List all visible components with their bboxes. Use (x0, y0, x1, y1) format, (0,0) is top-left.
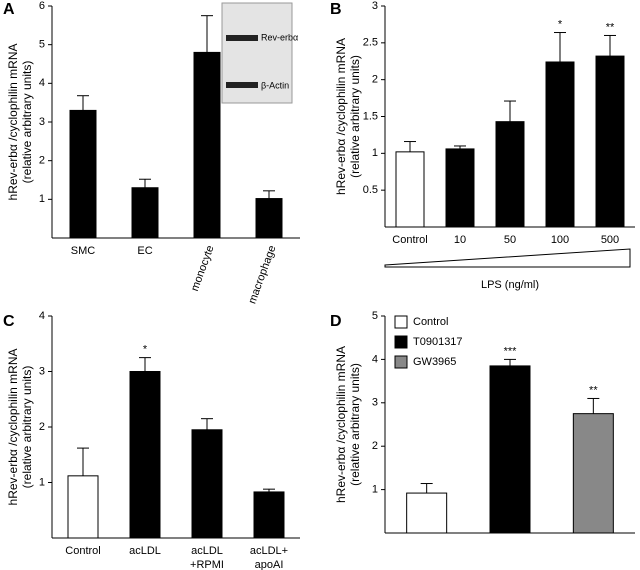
y-tick-label: 4 (39, 310, 45, 322)
y-axis-label: (relative arbitrary units) (20, 61, 34, 184)
y-tick-label: 4 (372, 353, 378, 365)
y-tick-label: 2 (372, 74, 378, 86)
x-tick-label: 500 (601, 234, 619, 246)
bar (131, 187, 159, 239)
bar (69, 109, 97, 239)
y-axis-label: (relative arbitrary units) (348, 55, 362, 178)
y-tick-label: 2 (39, 155, 45, 167)
x-tick-label: 100 (551, 234, 569, 246)
y-axis-label: hRev-erbα /cyclophilin mRNA (334, 38, 348, 195)
x-tick-label: 10 (454, 234, 466, 246)
x-tick-label: monocyte (189, 244, 217, 293)
y-tick-label: 1 (39, 476, 45, 488)
x-tick-label: +RPMI (190, 559, 224, 570)
bar (489, 365, 531, 534)
bar (67, 475, 99, 539)
legend-swatch (394, 355, 408, 369)
bar (495, 121, 525, 228)
significance-label: * (558, 18, 563, 30)
y-tick-label: 3 (39, 365, 45, 377)
significance-label: *** (504, 345, 518, 357)
blot-label: Rev-erbα (261, 32, 298, 42)
bar (595, 55, 625, 228)
significance-label: * (143, 344, 148, 356)
bar (572, 413, 614, 534)
x-tick-label: 50 (504, 234, 516, 246)
legend-label: GW3965 (413, 356, 456, 368)
bar (545, 61, 575, 228)
y-tick-label: 3 (372, 397, 378, 409)
y-tick-label: 1.5 (363, 110, 378, 122)
bar (191, 429, 223, 539)
y-tick-label: 1 (39, 193, 45, 205)
x-tick-label: acLDL (191, 545, 223, 557)
y-tick-label: 2.5 (363, 37, 378, 49)
x-tick-label: apoAI (255, 559, 284, 570)
legend-label: Control (413, 316, 448, 328)
panel-letter: B (330, 1, 342, 18)
concentration-wedge (384, 248, 631, 268)
legend-label: T0901317 (413, 336, 463, 348)
bar (193, 51, 221, 239)
y-tick-label: 6 (39, 0, 45, 12)
x-tick-label: Control (65, 545, 100, 557)
significance-label: ** (606, 21, 615, 33)
x-tick-label: Control (392, 234, 427, 246)
blot-label: β-Actin (261, 80, 289, 90)
y-tick-label: 4 (39, 77, 45, 89)
blot-band (226, 35, 258, 41)
x-tick-label: acLDL+ (250, 545, 288, 557)
bar (395, 151, 425, 228)
panel-letter: A (3, 1, 15, 18)
y-tick-label: 3 (372, 0, 378, 12)
x-tick-label: SMC (71, 245, 96, 257)
panel-letter: D (330, 313, 342, 330)
bar (255, 198, 283, 239)
y-tick-label: 1 (372, 147, 378, 159)
legend-swatch (394, 335, 408, 349)
y-tick-label: 2 (372, 440, 378, 452)
y-axis-label: hRev-erbα /cyclophilin mRNA (334, 346, 348, 503)
x-tick-label: acLDL (129, 545, 161, 557)
y-axis-label: hRev-erbα /cyclophilin mRNA (6, 44, 20, 201)
bar (253, 491, 285, 539)
significance-label: ** (589, 384, 598, 396)
legend-swatch (394, 315, 408, 329)
blot-band (226, 82, 258, 88)
y-axis-label: hRev-erbα /cyclophilin mRNA (6, 349, 20, 506)
western-blot-inset: Rev-erbα β-Actin (221, 2, 298, 104)
panel-letter: C (3, 313, 15, 330)
x-tick-label: EC (137, 245, 152, 257)
y-tick-label: 5 (39, 39, 45, 51)
y-tick-label: 2 (39, 421, 45, 433)
bar (129, 371, 161, 539)
x-tick-label: macrophage (246, 244, 278, 306)
y-tick-label: 3 (39, 116, 45, 128)
y-tick-label: 1 (372, 484, 378, 496)
bar (406, 492, 448, 534)
x-axis-label: LPS (ng/ml) (481, 279, 539, 291)
y-tick-label: 5 (372, 310, 378, 322)
y-axis-label: (relative arbitrary units) (20, 366, 34, 489)
bar (445, 148, 475, 228)
y-axis-label: (relative arbitrary units) (348, 363, 362, 486)
y-tick-label: 0.5 (363, 184, 378, 196)
